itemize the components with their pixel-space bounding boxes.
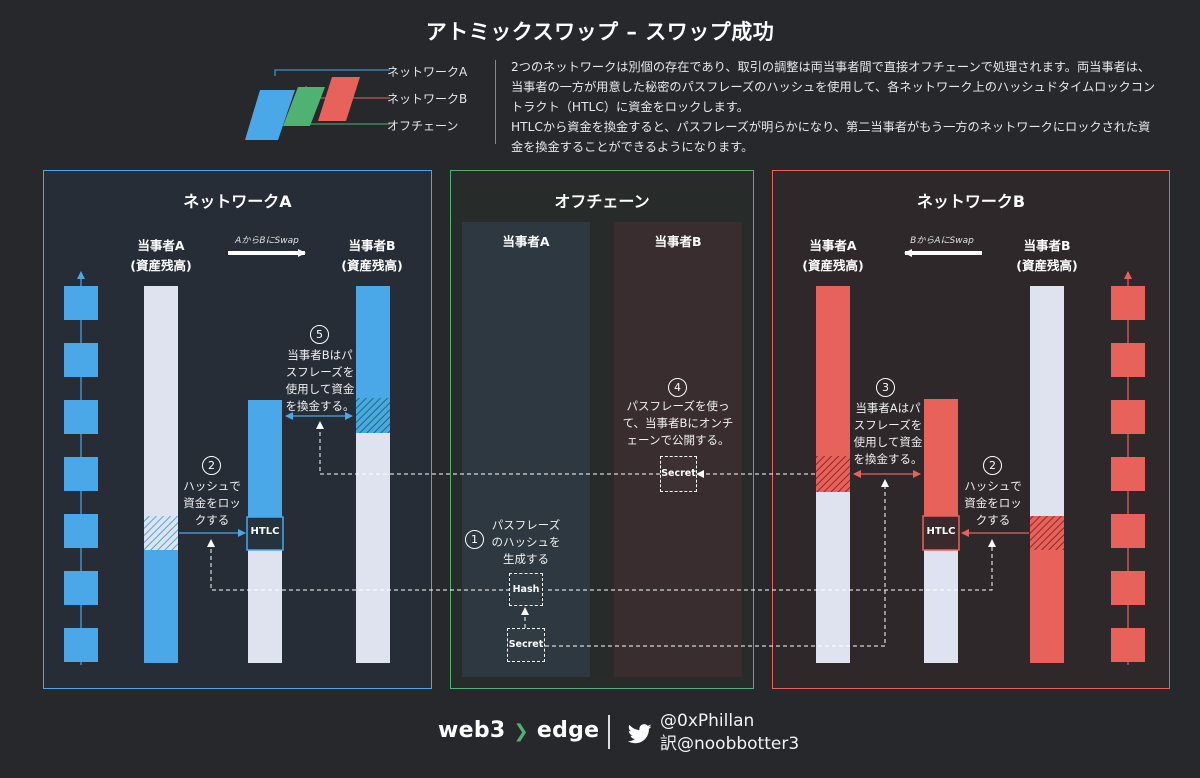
legend-offchain: オフチェーン xyxy=(387,119,459,133)
network-a-blockchain xyxy=(64,271,98,665)
network-a-htlc-label: HTLC xyxy=(250,526,280,537)
network-b-blockchain xyxy=(1111,271,1145,665)
description: 2つのネットワークは別個の存在であり、取引の調整は両当事者間で直接オフチェーンで… xyxy=(511,57,1159,157)
network-b-party-b-balance-bar xyxy=(1030,286,1064,663)
network-b-step3-number: 3 xyxy=(876,378,895,397)
legend-swatch-offchain xyxy=(283,87,325,126)
legend-swatch-network-b xyxy=(318,77,360,121)
network-a-party-b-balance-bar xyxy=(356,286,390,663)
offchain-step4-number: 4 xyxy=(668,378,687,397)
network-b-step2-text: ハッシュで 資金をロッ クする xyxy=(964,479,1022,527)
network-b-htlc-label: HTLC xyxy=(926,526,956,537)
network-a-party-a-balance-bar xyxy=(144,286,178,663)
secret-box-party-b: Secret xyxy=(660,456,697,492)
network-a-party-a-label: 当事者A (資産残高) xyxy=(130,238,192,273)
secret-to-network-b-redeem-flow xyxy=(545,479,889,647)
network-b-party-b-label: 当事者B (資産残高) xyxy=(1016,238,1078,273)
network-b-swap-label: BからAにSwap xyxy=(910,236,974,246)
brand-text-right: edge xyxy=(536,718,600,743)
network-b-step2-number: 2 xyxy=(983,456,1002,475)
hash-to-network-a-flow xyxy=(207,539,510,591)
offchain-secret-to-network-a-flow xyxy=(316,421,660,475)
description-para2: HTLCから資金を換金すると、パスフレーズが明らかになり、第二当事者がもう一方の… xyxy=(511,120,1151,154)
offchain-step1-number: 1 xyxy=(465,530,484,549)
footer-handle-translator[interactable]: 訳@noobbotter3 xyxy=(660,734,800,754)
hash-to-network-b-flow xyxy=(548,539,996,591)
twitter-bird-icon xyxy=(628,724,652,744)
legend-graphic xyxy=(245,69,390,140)
footer-handle-author[interactable]: @0xPhillan xyxy=(660,711,755,731)
network-a-step2-text: ハッシュで 資金をロッ クする xyxy=(183,479,241,527)
network-a-htlc-bar xyxy=(246,400,284,663)
offchain-step1-text: パスフレーズ のハッシュを 生成する xyxy=(491,518,561,566)
offchain-column-party-a xyxy=(462,222,590,677)
footer-divider xyxy=(608,715,610,749)
legend-network-b: ネットワークB xyxy=(387,92,468,106)
brand-chevron-icon: ❯ xyxy=(513,721,529,742)
network-b-party-a-label: 当事者A (資産残高) xyxy=(802,238,864,273)
network-a-step5-number: 5 xyxy=(310,325,329,344)
offchain-party-b-label: 当事者B xyxy=(654,234,702,249)
legend-swatch-network-a xyxy=(245,90,295,140)
legend-network-a: ネットワークA xyxy=(387,65,468,79)
panel-title-offchain: オフチェーン xyxy=(554,192,650,211)
network-a-swap-label: AからBにSwap xyxy=(235,236,299,246)
footer-brand-logo: web3 ❯ edge xyxy=(438,718,599,743)
page-title: アトミックスワップ – スワップ成功 xyxy=(425,20,775,44)
secret-box-party-a: Secret xyxy=(507,628,545,662)
legend-divider xyxy=(495,60,496,144)
offchain-party-a-label: 当事者A xyxy=(502,234,550,249)
brand-text-left: web3 xyxy=(438,718,506,743)
offchain-step4-text: パスフレーズを使っ て、当事者Bにオンチ ェーンで公開する。 xyxy=(622,399,734,447)
description-para1: 2つのネットワークは別個の存在であり、取引の調整は両当事者間で直接オフチェーンで… xyxy=(511,60,1156,114)
offchain-column-party-b xyxy=(614,222,742,677)
panel-title-network-a: ネットワークA xyxy=(183,192,292,211)
network-b-party-a-balance-bar xyxy=(816,286,850,663)
network-b-step3-text: 当事者Aはパ スフレーズを 使用して資金 を換金する。 xyxy=(853,401,923,466)
network-a-step2-number: 2 xyxy=(202,456,221,475)
network-a-party-b-label: 当事者B (資産残高) xyxy=(341,238,403,273)
network-a-step5-text: 当事者Bはパ スフレーズを 使用して資金 を換金する。 xyxy=(285,348,355,413)
hash-box: Hash xyxy=(509,573,543,606)
panel-title-network-b: ネットワークB xyxy=(916,192,1026,211)
